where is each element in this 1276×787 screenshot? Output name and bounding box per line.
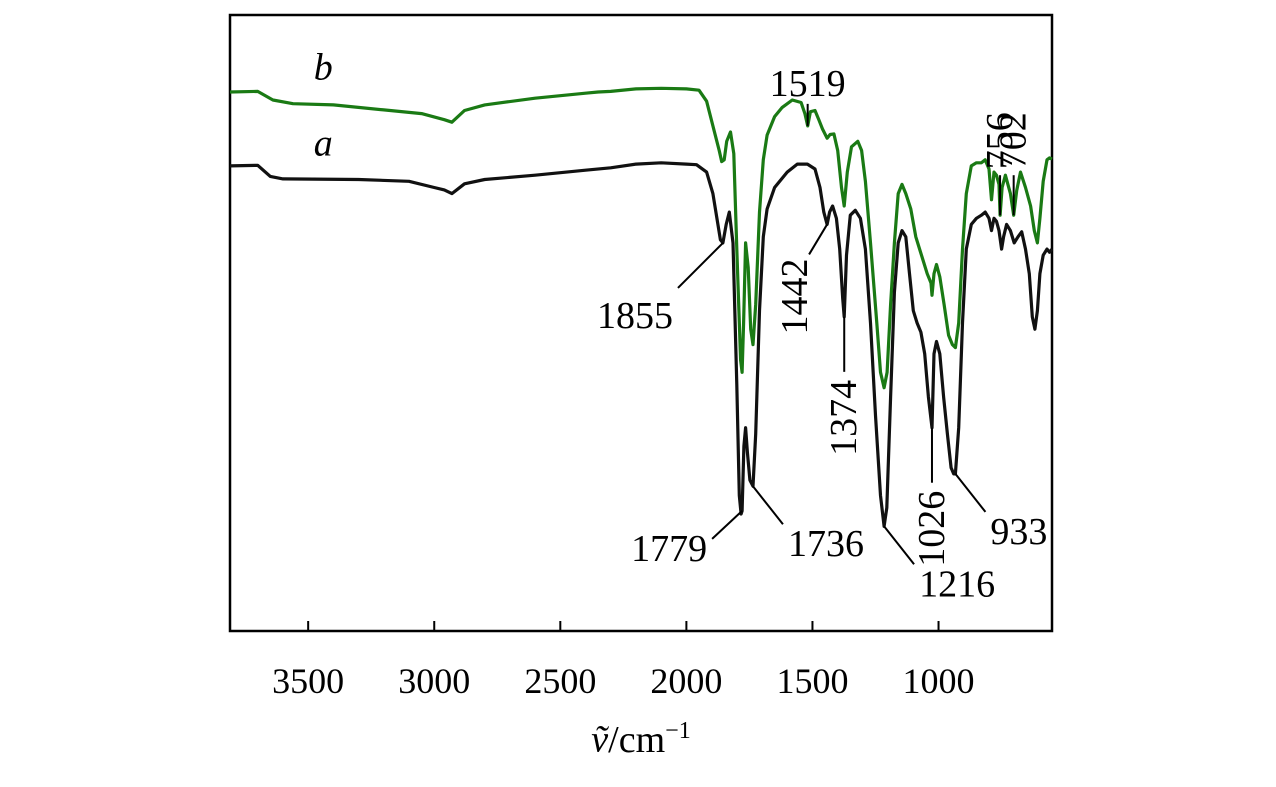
peak-label-1736: 1736 bbox=[788, 523, 864, 565]
series-line-a bbox=[229, 161, 1054, 528]
x-axis-unit: /cm bbox=[608, 719, 665, 761]
peak-label-1442: 1442 bbox=[774, 258, 816, 334]
peak-label-933: 933 bbox=[990, 511, 1047, 553]
peak-label-1519: 1519 bbox=[770, 63, 846, 105]
series-line-b bbox=[229, 86, 1053, 390]
series-layer: ba bbox=[229, 47, 1054, 528]
x-axis-symbol: ṽ bbox=[591, 719, 609, 761]
x-axis-exponent: −1 bbox=[665, 718, 691, 744]
peak-leader-1442 bbox=[808, 223, 828, 255]
peak-leader-1216 bbox=[883, 525, 915, 565]
series-label-a: a bbox=[314, 122, 333, 164]
peak-leader-1736 bbox=[752, 485, 784, 525]
peak-leader-1855 bbox=[677, 242, 724, 289]
x-tick-label-1000: 1000 bbox=[903, 661, 975, 701]
peak-label-1374: 1374 bbox=[823, 380, 865, 456]
series-label-b: b bbox=[314, 47, 333, 89]
x-tick-label-1500: 1500 bbox=[776, 661, 848, 701]
x-axis-ticks: 3500 3000 2500 2000 1500 1000 bbox=[272, 621, 975, 701]
x-tick-label-3500: 3500 bbox=[272, 661, 344, 701]
x-axis-label: ṽ/cm−1 bbox=[591, 718, 690, 761]
peak-label-702: 702 bbox=[993, 112, 1035, 169]
peak-label-1216: 1216 bbox=[919, 563, 995, 605]
peak-label-1026: 1026 bbox=[911, 491, 953, 567]
x-tick-label-2500: 2500 bbox=[524, 661, 596, 701]
x-tick-label-3000: 3000 bbox=[398, 661, 470, 701]
peak-leader-933 bbox=[954, 473, 987, 513]
plot-frame bbox=[228, 13, 1054, 633]
peak-label-1779: 1779 bbox=[631, 528, 707, 570]
peak-leader-1779 bbox=[711, 510, 743, 540]
peak-label-1855: 1855 bbox=[597, 295, 673, 337]
peak-label-756: 756 bbox=[979, 112, 1021, 169]
x-tick-label-2000: 2000 bbox=[650, 661, 722, 701]
